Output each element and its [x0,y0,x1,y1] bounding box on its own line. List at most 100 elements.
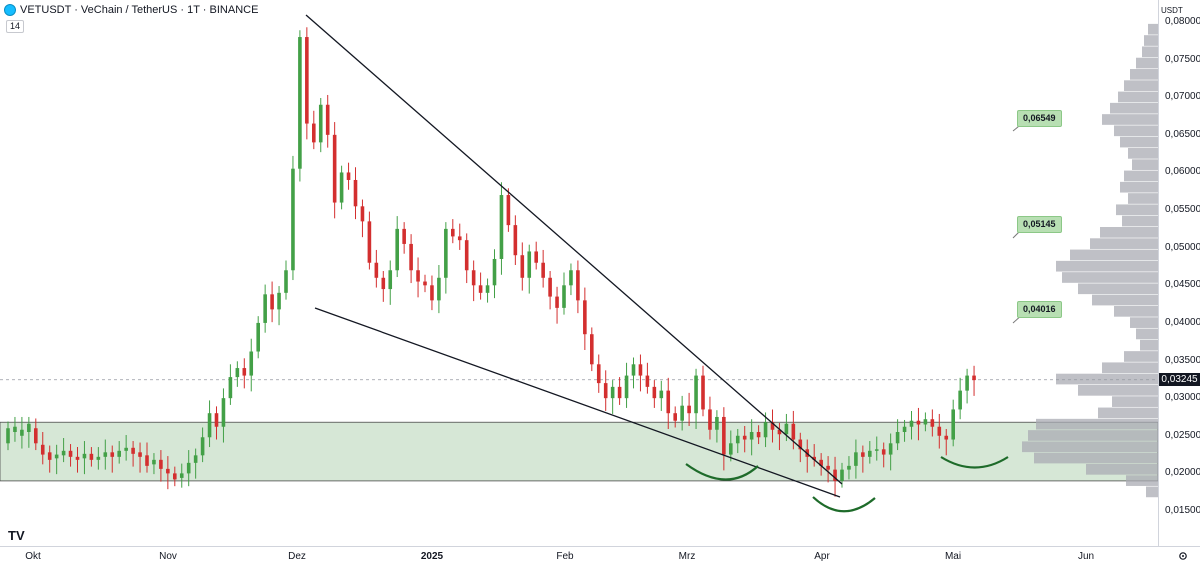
candle-body [680,405,684,421]
candle-body [207,413,212,438]
candle-body [742,435,747,440]
volume-profile-bar [1098,407,1158,419]
volume-profile-bar [1114,305,1158,317]
candle-body [951,409,955,440]
bottom-arc-3 [940,456,1009,469]
candle-body [756,432,761,438]
volume-profile-bar [1120,181,1158,193]
candle-body [673,413,677,421]
target-label-2[interactable]: 0,05145 [1017,216,1062,233]
volume-profile-bar [1036,418,1158,430]
candle-body [152,459,156,465]
volume-profile-bar [1102,362,1158,374]
candle-body [75,456,80,460]
candle-body [555,296,559,308]
candle-body [965,375,969,391]
volume-profile-bar [1086,463,1158,475]
price-chart[interactable] [0,0,1158,546]
time-tick-label: Apr [814,551,830,562]
candle-body [694,375,698,414]
candle-body [173,473,177,480]
volume-profile-bar [1110,102,1158,114]
target-label-1[interactable]: 0,06549 [1017,110,1062,127]
candle-body [332,134,337,203]
candle-body [395,228,399,271]
volume-profile-bar [1090,238,1158,249]
candle-body [617,386,622,399]
candle-body [96,456,101,460]
candle-body [958,390,962,410]
symbol-header[interactable]: VETUSDT · VeChain / TetherUS · 1T · BINA… [4,4,258,16]
volume-profile-bar [1146,486,1158,498]
volume-profile-bar [1120,136,1158,148]
volume-profile-bar [1118,91,1158,103]
price-tick-label: 0,04000 [1165,316,1200,328]
candle-body [464,240,469,271]
candle-body [569,270,573,286]
settings-gear-icon[interactable] [1178,551,1188,561]
candle-body [451,228,455,237]
volume-profile-bar [1132,159,1158,170]
chart-area[interactable] [0,0,1158,546]
candle-body [478,285,483,293]
volume-profile-bar [1056,260,1158,272]
candle-body [590,334,594,365]
volume-profile-bar [1112,396,1158,407]
price-scale-currency[interactable]: USDT [1161,6,1183,15]
candle-body [812,456,816,460]
candle-body [27,423,31,433]
time-tick-label: Jun [1077,551,1095,562]
volume-profile-bar [1124,170,1158,182]
candle-body [937,426,942,436]
volume-profile-bar [1128,148,1158,159]
candle-body [409,243,413,271]
candle-body [930,419,935,427]
time-tick-label: Feb [556,551,574,562]
symbol-title[interactable]: VETUSDT · VeChain / TetherUS · 1T · BINA… [20,4,259,16]
candle-body [548,277,552,297]
volume-profile-bar [1102,114,1158,125]
candle-body [457,236,462,241]
candle-body [513,225,518,256]
candle-body [423,281,427,286]
candle-body [840,469,844,481]
candle-body [770,422,775,430]
candle-body [346,172,351,180]
volume-profile-bar [1126,475,1158,486]
candle-body [242,368,247,376]
candle-body [325,104,330,135]
candle-body [527,251,532,278]
time-tick-label: Dez [288,551,306,562]
candle-body [701,375,705,410]
candle-body [603,383,608,399]
candle-body [381,277,386,290]
target-label-3[interactable]: 0,04016 [1017,301,1062,318]
price-tick-label: 0,02500 [1165,429,1200,441]
candle-body [763,422,768,438]
candle-body [652,386,657,399]
candle-body [909,420,914,427]
candle-body [34,428,38,444]
price-tick-label: 0,05500 [1165,204,1200,216]
candle-body [277,292,281,310]
volume-profile-bar [1130,69,1158,80]
time-scale[interactable] [0,546,1200,564]
support-zone [0,421,1158,482]
candle-body [68,450,73,457]
time-tick-label: Okt [25,551,41,562]
bottom-arc-2 [812,496,876,513]
candle-body [902,426,907,433]
candle-body [583,300,587,335]
candle-body [298,37,302,169]
time-tick-label: Nov [159,551,177,562]
price-tick-label: 0,06000 [1165,166,1200,178]
candle-body [861,452,865,457]
candle-body [430,285,434,301]
indicator-badge[interactable]: 14 [6,20,25,33]
candle-body [791,423,796,440]
candle-body [659,390,664,399]
candle-body [360,206,365,222]
price-scale[interactable] [1158,0,1200,546]
price-tick-label: 0,07500 [1165,53,1200,65]
candle-body [353,179,358,207]
